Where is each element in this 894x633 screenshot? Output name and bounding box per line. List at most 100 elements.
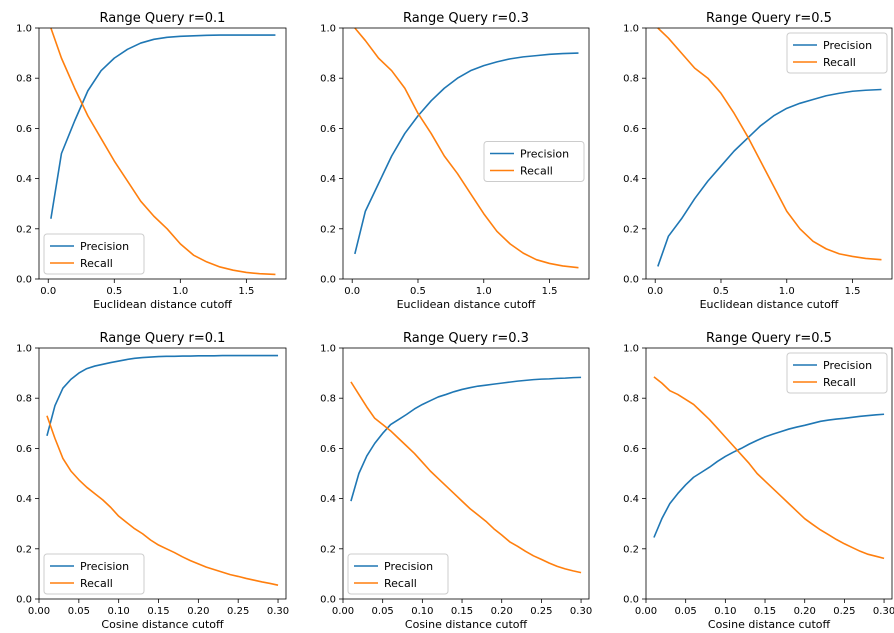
x-axis-label: Euclidean distance cutoff bbox=[397, 298, 536, 311]
legend-label: Recall bbox=[384, 577, 417, 590]
legend-label: Recall bbox=[80, 577, 113, 590]
x-tick-label: 1.0 bbox=[476, 286, 492, 297]
chart-panel: Range Query r=0.3 0.0 0.2 0.4 0.6 0.8 1.0 0.00 0… bbox=[320, 331, 592, 631]
x-tick-label: 1.5 bbox=[238, 286, 254, 297]
y-tick-label: 0.4 bbox=[16, 174, 32, 185]
legend-box bbox=[483, 141, 585, 182]
legend-label: Precision bbox=[384, 560, 433, 573]
y-tick-label: 0.2 bbox=[320, 544, 336, 555]
y-tick-label: 0.6 bbox=[623, 124, 639, 135]
legend: Precision Recall bbox=[347, 553, 449, 595]
legend-label: Precision bbox=[823, 39, 872, 52]
x-tick-label: 0.10 bbox=[411, 606, 433, 617]
y-tick-label: 0.4 bbox=[623, 494, 639, 505]
y-tick-label: 1.0 bbox=[320, 344, 336, 355]
y-tick-label: 1.0 bbox=[320, 24, 336, 35]
legend-box bbox=[786, 32, 888, 74]
chart-panel: Range Query r=0.5 0.0 0.2 0.4 0.6 0.8 1.0 0.00 0… bbox=[623, 331, 894, 631]
x-tick-label: 0.20 bbox=[491, 606, 513, 617]
x-tick-label: 0.15 bbox=[451, 606, 473, 617]
chart-title: Range Query r=0.5 bbox=[706, 11, 832, 26]
x-tick-label: 0.5 bbox=[713, 286, 729, 297]
y-tick-label: 0.4 bbox=[320, 494, 336, 505]
legend: Precision Recall bbox=[43, 553, 145, 595]
y-tick-label: 0.4 bbox=[320, 174, 336, 185]
series-line-recall bbox=[354, 27, 579, 269]
legend-box bbox=[347, 553, 449, 595]
y-tick-label: 0.2 bbox=[16, 544, 32, 555]
series-line-precision bbox=[657, 88, 882, 267]
x-axis-label: Cosine distance cutoff bbox=[708, 618, 831, 631]
legend: Precision Recall bbox=[483, 141, 585, 182]
chart-panel: Range Query r=0.5 0.0 0.2 0.4 0.6 0.8 1.0 0.0 0.… bbox=[623, 11, 893, 311]
chart-title: Range Query r=0.1 bbox=[100, 331, 226, 346]
y-tick-label: 0.4 bbox=[16, 494, 32, 505]
legend: Precision Recall bbox=[786, 352, 888, 394]
x-tick-label: 0.5 bbox=[410, 286, 426, 297]
x-tick-label: 0.30 bbox=[267, 606, 289, 617]
chart-title: Range Query r=0.5 bbox=[706, 331, 832, 346]
y-tick-label: 0.8 bbox=[16, 394, 32, 405]
x-tick-label: 0.25 bbox=[227, 606, 249, 617]
legend: Precision Recall bbox=[43, 233, 145, 275]
x-tick-label: 0.30 bbox=[570, 606, 592, 617]
y-tick-label: 1.0 bbox=[623, 344, 639, 355]
chart-title: Range Query r=0.1 bbox=[100, 11, 226, 26]
legend-box bbox=[786, 352, 888, 394]
y-tick-label: 0.0 bbox=[623, 275, 639, 286]
x-tick-label: 0.05 bbox=[675, 606, 697, 617]
plot-frame bbox=[342, 347, 590, 600]
legend-box bbox=[43, 553, 145, 595]
legend-label: Recall bbox=[80, 257, 113, 270]
y-tick-label: 0.0 bbox=[623, 595, 639, 606]
y-tick-label: 0.6 bbox=[623, 444, 639, 455]
x-tick-label: 1.0 bbox=[172, 286, 188, 297]
y-tick-label: 1.0 bbox=[623, 24, 639, 35]
plot-frame bbox=[342, 27, 590, 280]
x-tick-label: 0.00 bbox=[332, 606, 354, 617]
legend-label: Precision bbox=[80, 240, 129, 253]
y-tick-label: 0.0 bbox=[320, 275, 336, 286]
y-tick-label: 0.2 bbox=[623, 224, 639, 235]
plot-frame bbox=[38, 347, 287, 600]
legend-label: Recall bbox=[823, 56, 856, 69]
y-tick-label: 0.6 bbox=[320, 124, 336, 135]
series-line-recall bbox=[50, 27, 276, 276]
x-tick-label: 1.0 bbox=[779, 286, 795, 297]
x-tick-label: 0.10 bbox=[108, 606, 130, 617]
y-tick-label: 0.8 bbox=[623, 74, 639, 85]
x-tick-label: 0.0 bbox=[40, 286, 56, 297]
x-tick-label: 0.15 bbox=[147, 606, 169, 617]
series-line-precision bbox=[354, 52, 579, 255]
y-tick-label: 0.4 bbox=[623, 174, 639, 185]
y-tick-label: 0.8 bbox=[320, 74, 336, 85]
y-tick-label: 0.8 bbox=[16, 74, 32, 85]
series-line-precision bbox=[50, 34, 276, 219]
chart-panel: Range Query r=0.3 0.0 0.2 0.4 0.6 0.8 1.0 0.0 0.… bbox=[320, 11, 590, 311]
legend-label: Precision bbox=[520, 148, 569, 161]
legend-label: Precision bbox=[823, 359, 872, 372]
y-tick-label: 0.2 bbox=[320, 224, 336, 235]
series-line-precision bbox=[653, 413, 885, 538]
x-tick-label: 0.10 bbox=[714, 606, 736, 617]
x-tick-label: 0.00 bbox=[28, 606, 50, 617]
y-tick-label: 0.8 bbox=[320, 394, 336, 405]
x-tick-label: 0.25 bbox=[833, 606, 855, 617]
y-tick-label: 0.2 bbox=[16, 224, 32, 235]
y-tick-label: 0.8 bbox=[623, 394, 639, 405]
plot-frame bbox=[645, 27, 893, 280]
x-tick-label: 0.5 bbox=[106, 286, 122, 297]
x-axis-label: Cosine distance cutoff bbox=[405, 618, 528, 631]
x-tick-label: 1.5 bbox=[845, 286, 861, 297]
series-line-precision bbox=[350, 376, 582, 502]
x-tick-label: 0.00 bbox=[635, 606, 657, 617]
legend: Precision Recall bbox=[786, 32, 888, 74]
chart-title: Range Query r=0.3 bbox=[403, 331, 529, 346]
y-tick-label: 0.6 bbox=[16, 444, 32, 455]
x-axis-label: Euclidean distance cutoff bbox=[700, 298, 839, 311]
x-tick-label: 0.20 bbox=[187, 606, 209, 617]
plot-frame bbox=[645, 347, 893, 600]
y-tick-label: 1.0 bbox=[16, 24, 32, 35]
chart-panel: Range Query r=0.1 0.0 0.2 0.4 0.6 0.8 1.0 0.00 0… bbox=[16, 331, 289, 631]
